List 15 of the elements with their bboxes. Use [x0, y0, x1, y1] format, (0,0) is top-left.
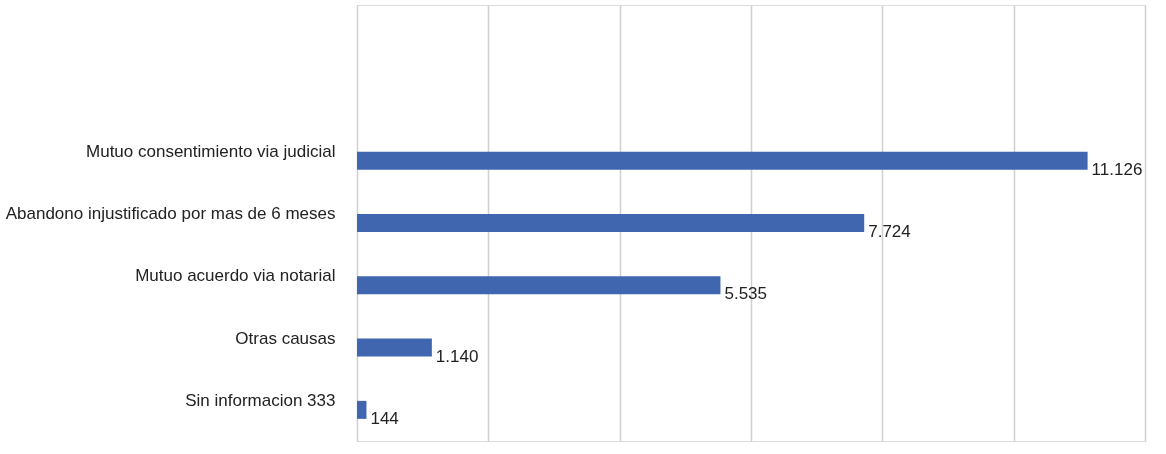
- data-label: 144: [370, 408, 399, 428]
- y-tick-label: Sin informacion 333: [185, 390, 336, 410]
- bar: [357, 338, 432, 357]
- data-label: 11.126: [1091, 159, 1143, 179]
- data-label: 1.140: [435, 346, 479, 366]
- y-tick-label: Mutuo consentimiento via judicial: [86, 141, 336, 161]
- bar: [357, 276, 721, 295]
- data-label: 5.535: [724, 284, 768, 304]
- y-tick-label: Mutuo acuerdo via notarial: [135, 266, 336, 286]
- bar: [357, 214, 865, 232]
- data-label: 7.724: [868, 222, 911, 241]
- y-tick-label: Otras causas: [235, 328, 336, 348]
- y-tick-label: Abandono injustificado por mas de 6 meses: [5, 204, 336, 223]
- bar: [357, 400, 367, 419]
- bar: [357, 151, 1088, 170]
